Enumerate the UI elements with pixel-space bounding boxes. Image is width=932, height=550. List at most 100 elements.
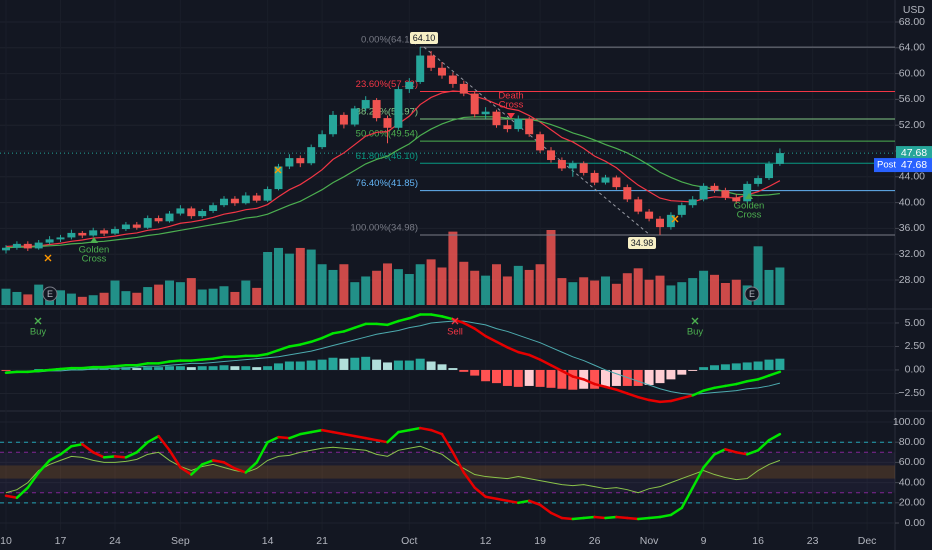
cross-arrow (90, 237, 98, 243)
fast-line-segment (397, 428, 411, 434)
signal-label: Buy (30, 327, 47, 338)
macd-line-segment (440, 315, 455, 321)
macd-line-segment (320, 332, 335, 340)
candle-body (329, 114, 337, 135)
y-tick-label: 20.00 (899, 497, 925, 509)
macd-histogram-bar (328, 357, 338, 370)
macd-histogram-bar (143, 367, 153, 370)
macd-line-segment (277, 345, 291, 352)
macd-histogram-bar (175, 366, 185, 370)
macd-line-segment (59, 366, 73, 371)
volume-bar (590, 280, 600, 305)
high-label: 64.10 (413, 33, 436, 43)
cross-arrow (507, 113, 515, 119)
volume-bar (350, 282, 360, 305)
fast-line-segment (168, 449, 182, 469)
macd-histogram-bar (557, 369, 567, 389)
macd-histogram-bar (154, 367, 164, 370)
volume-bar (481, 275, 491, 305)
macd-histogram-bar (404, 360, 414, 370)
macd-histogram-bar (350, 357, 360, 370)
macd-histogram-bar (513, 369, 523, 387)
cross-label: Death (498, 91, 523, 102)
currency: USD (903, 4, 926, 16)
candle-body (209, 205, 218, 211)
signal-x (451, 317, 459, 325)
macd-histogram-bar (502, 369, 512, 386)
fib-label: 76.40%(41.85) (356, 178, 418, 189)
macd-histogram-bar (383, 362, 392, 370)
candle-body (721, 190, 730, 198)
macd-line-segment (658, 399, 673, 404)
candle-body (481, 111, 490, 115)
volume-bar (88, 295, 98, 305)
x-tick-label: 12 (480, 535, 492, 547)
candle-body (372, 100, 381, 119)
candle-body (754, 178, 763, 184)
y-tick-label: 56.00 (899, 93, 925, 105)
macd-histogram-bar (252, 367, 262, 370)
macd-line-segment (593, 382, 607, 389)
macd-histogram-bar (208, 366, 218, 370)
volume-bar (688, 278, 698, 305)
fast-line-segment (517, 499, 531, 505)
macd-line-segment (560, 369, 575, 378)
candle-body (732, 197, 741, 202)
fast-line-segment (200, 459, 215, 466)
candle-body (459, 83, 468, 94)
cross-arrow (745, 193, 753, 199)
y-tick-label: 100.00 (893, 416, 925, 428)
volume-bar (56, 290, 65, 305)
candle-body (688, 199, 697, 206)
volume-bar (165, 280, 174, 305)
volume-bar (644, 279, 654, 305)
macd-histogram-bar (753, 361, 763, 370)
volume-bar (121, 291, 131, 305)
macd-histogram-bar (666, 369, 676, 380)
macd-histogram-bar (644, 369, 654, 385)
candle-body (438, 67, 446, 76)
macd-line-segment (233, 354, 248, 359)
fast-line-segment (48, 453, 62, 462)
volume-bar (633, 268, 643, 305)
volume-bar (66, 293, 76, 305)
fast-line-segment (342, 432, 357, 438)
fast-line-segment (626, 516, 640, 521)
macd-line-segment (691, 389, 705, 397)
candle-body (579, 163, 588, 173)
fast-line-segment (680, 486, 694, 510)
macd-line-segment (4, 370, 19, 375)
volume-bar (230, 291, 240, 305)
macd-histogram-bar (284, 361, 294, 370)
macd-line-segment (102, 364, 117, 369)
volume-bar (470, 270, 480, 305)
candle-body (525, 118, 534, 135)
candle-body (634, 199, 643, 212)
volume-bar (502, 276, 512, 305)
macd-line-segment (190, 358, 204, 362)
macd-line-segment (211, 355, 226, 360)
candle-body (100, 230, 109, 234)
fib-label: 50.00%(49.54) (356, 129, 418, 140)
macd-histogram-bar (699, 367, 709, 370)
macd-histogram-bar (470, 369, 480, 376)
candle-body (514, 118, 523, 130)
macd-histogram-bar (677, 369, 687, 375)
x-tick-label: Nov (640, 535, 659, 547)
x-tick-label: 19 (534, 535, 546, 547)
macd-line-segment (397, 317, 411, 323)
macd-histogram-bar (546, 369, 556, 388)
fast-line-segment (615, 515, 629, 520)
volume-bar (492, 264, 501, 305)
earnings-label: E (749, 289, 755, 299)
macd-histogram-bar (165, 366, 174, 370)
volume-bar (404, 274, 414, 305)
candle-body (405, 81, 414, 90)
volume-bar (611, 283, 621, 305)
fast-line-segment (113, 455, 128, 459)
fast-line-segment (440, 432, 455, 454)
fast-line-segment (669, 506, 684, 517)
signal-line (6, 320, 781, 395)
macd-line-segment (538, 358, 553, 367)
macd-histogram-bar (524, 369, 534, 386)
